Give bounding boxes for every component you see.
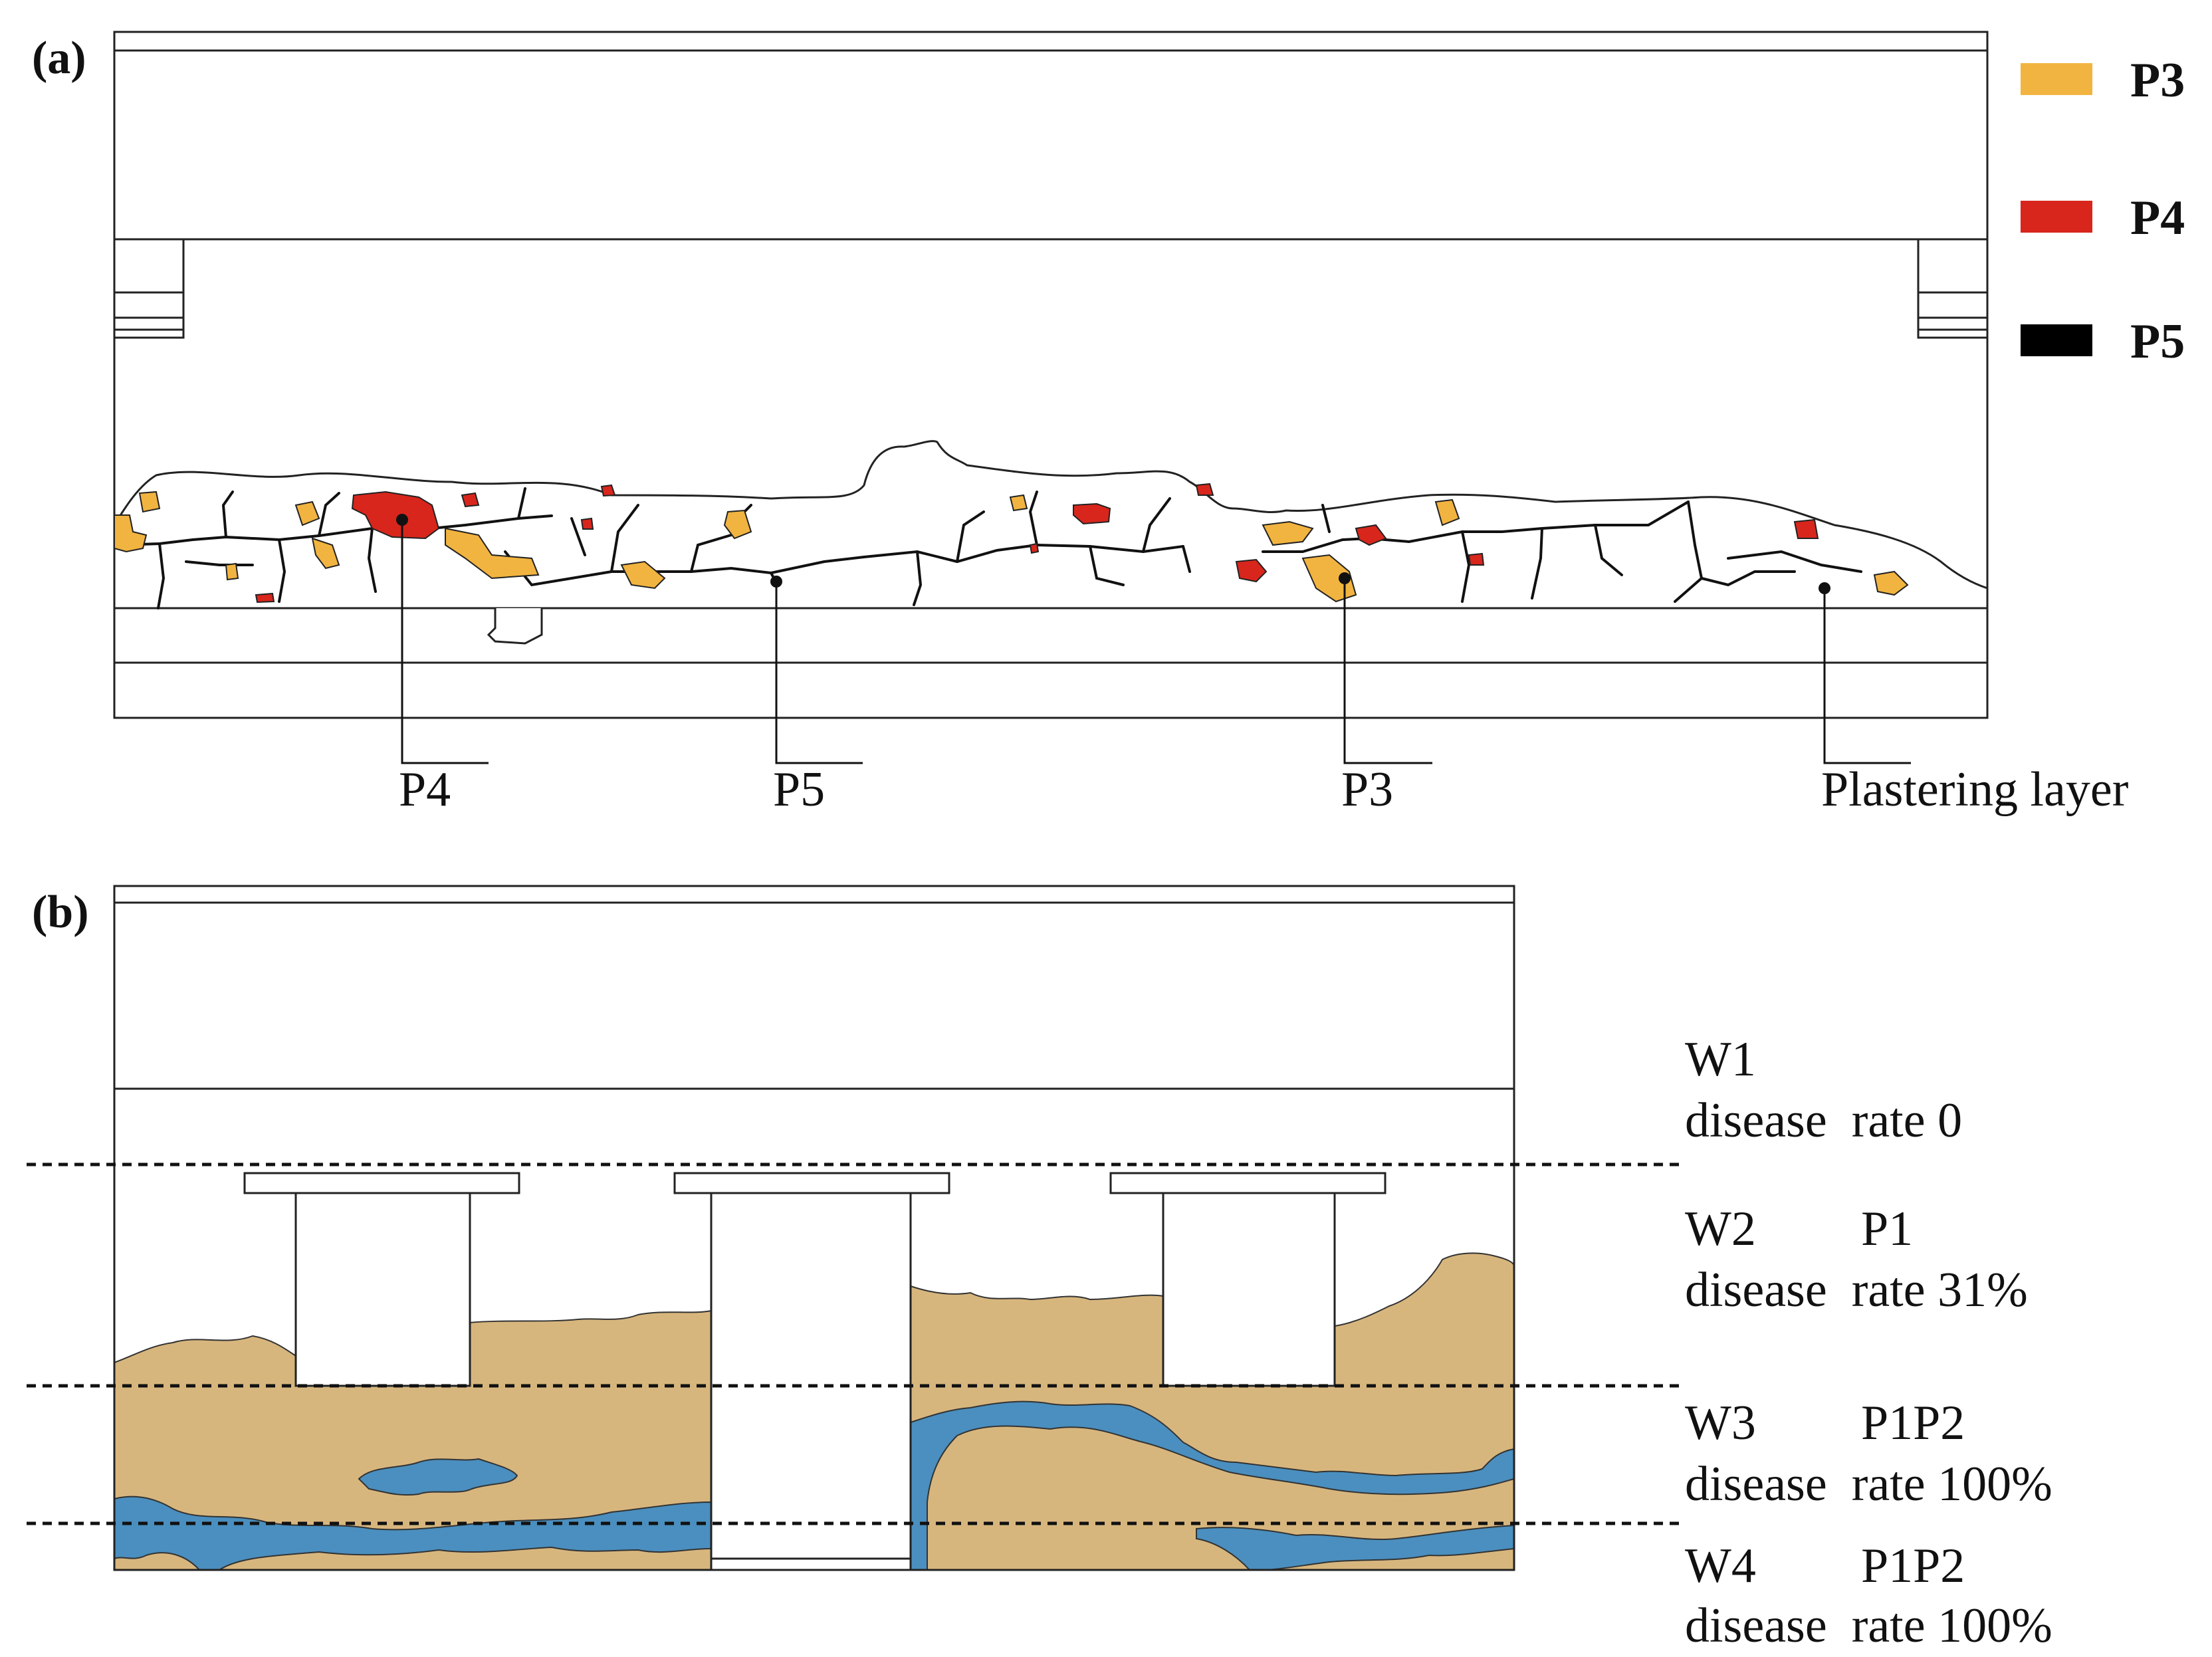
callout-label-plastering-layer: Plastering layer: [1821, 762, 2128, 817]
legend-label-p3: P3: [2130, 53, 2185, 108]
zone-w3-name: W3: [1685, 1396, 1756, 1450]
zone-w1-rate: disease rate 0: [1685, 1093, 1962, 1148]
panel-a-label: (a): [32, 33, 86, 84]
legend: P3 P4 P5: [2021, 53, 2185, 369]
zone-w2-name: W2: [1685, 1202, 1756, 1256]
callout-dot-p3: [1339, 572, 1351, 584]
callout-dot-p5: [770, 576, 782, 588]
panel-a: (a): [32, 31, 2185, 817]
callout-dot-plaster: [1819, 582, 1830, 594]
legend-swatch-p5: [2021, 324, 2092, 356]
legend-label-p5: P5: [2130, 314, 2185, 369]
p3-patches: [114, 491, 1909, 603]
callout-label-p5: P5: [773, 762, 825, 817]
door-opening: [710, 1192, 912, 1571]
legend-swatch-p3: [2021, 63, 2092, 95]
window-openings: [243, 1172, 1386, 1387]
zone-w4-name: W4: [1685, 1539, 1756, 1593]
panel-b: (b): [27, 885, 2052, 1653]
panel-b-label: (b): [32, 887, 89, 938]
zone-dividers: [27, 1162, 1682, 1525]
legend-swatch-p4: [2021, 201, 2092, 233]
wall-elevation-a: [113, 31, 1989, 719]
zone-w2-rate: disease rate 31%: [1685, 1263, 2028, 1317]
zone-w2-type: P1: [1861, 1202, 1913, 1256]
callout-dot-p4: [396, 514, 408, 526]
callout-label-p4: P4: [399, 762, 451, 817]
zone-w3-rate: disease rate 100%: [1685, 1457, 2052, 1511]
zone-w1-name: W1: [1685, 1032, 1756, 1087]
plastering-layer: [113, 440, 1989, 609]
p5-cracks: [118, 487, 1862, 609]
zone-w4-rate: disease rate 100%: [1685, 1599, 2052, 1653]
p4-patches: [255, 483, 1819, 604]
callout-leaders: [401, 520, 1911, 764]
zone-annotations: W1 disease rate 0 W2 P1 disease rate 31%…: [1685, 1032, 2052, 1653]
zone-w4-type: P1P2: [1861, 1539, 1965, 1593]
zone-w3-type: P1P2: [1861, 1396, 1965, 1450]
legend-label-p4: P4: [2130, 191, 2185, 245]
callout-label-p3: P3: [1341, 762, 1393, 817]
